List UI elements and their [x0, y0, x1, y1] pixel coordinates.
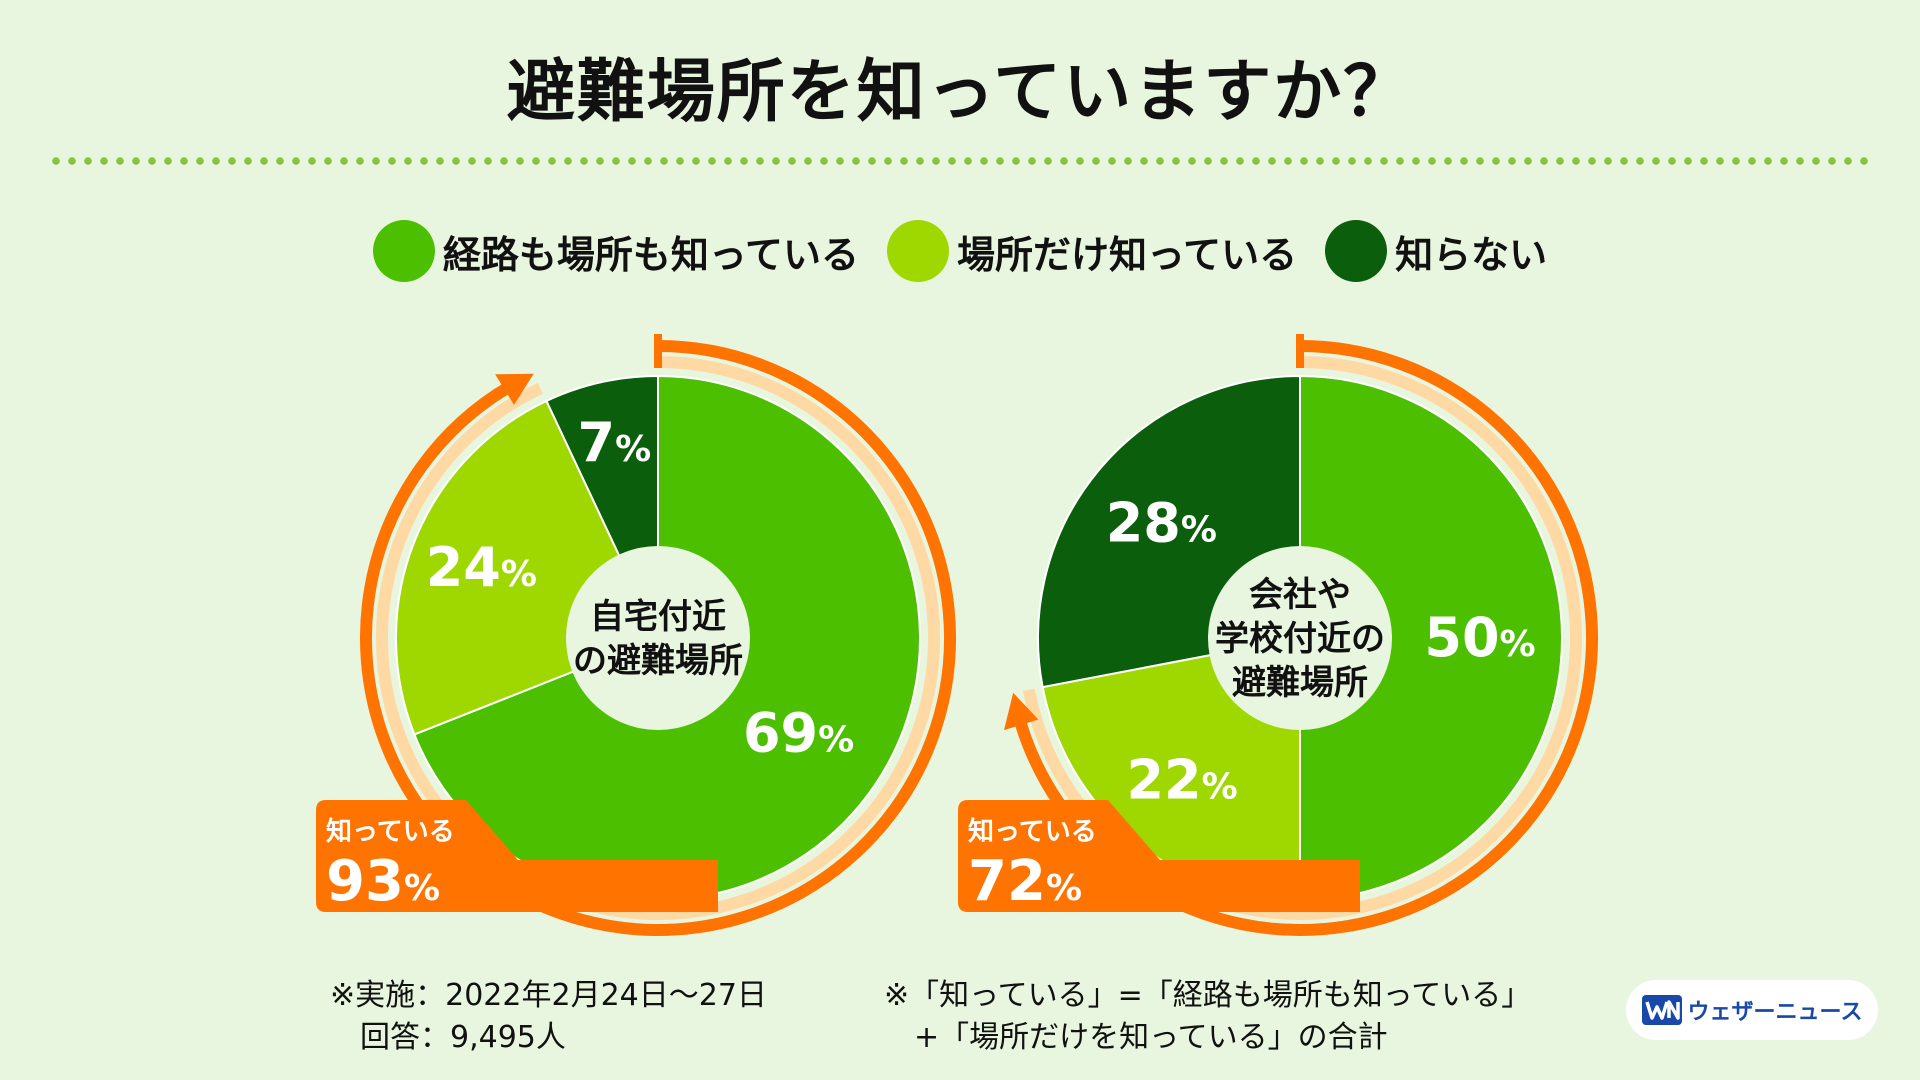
known-badge-value: 72% — [968, 849, 1082, 914]
known-badge-value: 93% — [326, 849, 440, 914]
legend-label: 経路も場所も知っている — [442, 232, 859, 277]
slice-route-and-place — [1299, 374, 1563, 902]
known-ring — [376, 356, 940, 920]
legend-item-unknown: 知らない — [1325, 220, 1547, 282]
weathernews-logo-icon — [1641, 995, 1682, 1025]
center-label: 自宅付近 — [590, 597, 726, 637]
known-badge — [958, 800, 1360, 912]
legend-swatch — [372, 220, 435, 282]
note-line: +「場所だけを知っている」の合計 — [884, 1020, 1388, 1055]
known-arrow — [360, 340, 956, 936]
definition-note: ※「知っている」=「経路も場所も知っている」 +「場所だけを知っている」の合計 — [884, 975, 1531, 1059]
brand-name: ウェザーニュース — [1687, 1000, 1863, 1025]
legend-label: 場所だけ知っている — [956, 232, 1298, 277]
known-badge-label: 知っている — [326, 817, 455, 847]
legend-item-route-and-place: 経路も場所も知っている — [372, 220, 859, 282]
survey-note: ※実施：2022年2月24日〜27日 回答：9,495人 — [330, 975, 767, 1059]
note-line: ※実施：2022年2月24日〜27日 — [330, 978, 767, 1013]
center-label: 学校付近の — [1215, 619, 1385, 659]
center-label: 避難場所 — [1232, 663, 1368, 703]
arrow-head-icon — [1004, 692, 1039, 731]
label-unknown: 7% — [578, 411, 652, 474]
legend: 経路も場所も知っている 場所だけ知っている 知らない — [0, 220, 1920, 282]
arrow-head-icon — [495, 373, 534, 405]
legend-label: 知らない — [1395, 232, 1548, 277]
pie-center — [566, 546, 750, 730]
center-label: の避難場所 — [573, 641, 743, 681]
label-place-only: 22% — [1126, 749, 1237, 812]
center-label: 会社や — [1249, 575, 1351, 615]
note-line: 回答：9,495人 — [330, 1020, 566, 1055]
label-unknown: 28% — [1106, 491, 1217, 554]
page-title: 避難場所を知っていますか？ — [506, 53, 1414, 132]
known-badge-label: 知っている — [968, 817, 1097, 847]
note-line: ※「知っている」=「経路も場所も知っている」 — [884, 978, 1532, 1013]
label-route-and-place: 50% — [1424, 606, 1535, 669]
label-place-only: 24% — [426, 536, 537, 599]
brand-logo: ウェザーニュース — [1626, 980, 1878, 1040]
label-route-and-place: 69% — [743, 702, 854, 765]
known-badge — [316, 800, 718, 912]
dotted-divider — [48, 156, 1872, 166]
pie-center — [1208, 546, 1392, 730]
legend-swatch — [1325, 220, 1388, 282]
legend-item-place-only: 場所だけ知っている — [886, 220, 1298, 282]
legend-swatch — [886, 220, 949, 282]
